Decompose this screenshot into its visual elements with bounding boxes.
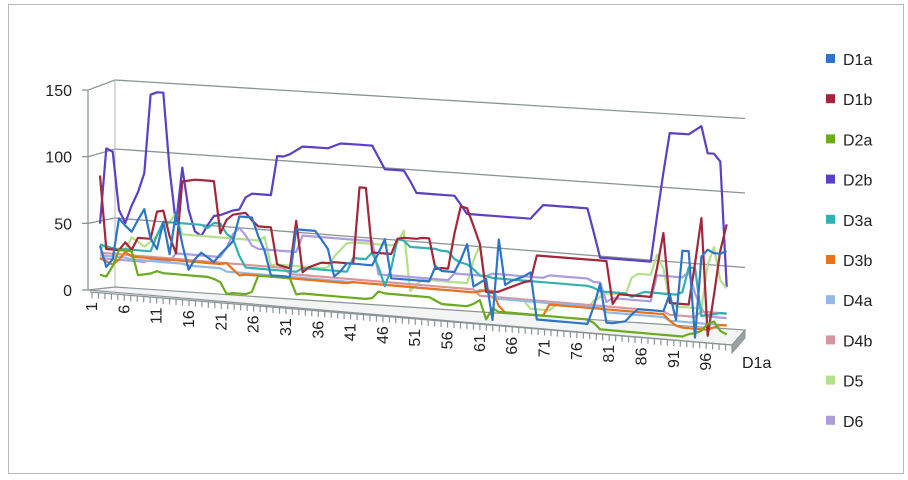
y-tick-label: 0 [63,283,72,300]
legend-swatch-d2b [826,174,835,184]
x-tick-label: 71 [537,339,554,357]
legend-swatch-d1a [826,54,835,63]
series-line-d3a [99,220,727,318]
series-line-d2b [98,91,728,287]
y-tick-label: 50 [54,216,72,233]
legend-label-d1b: D1b [843,92,872,109]
legend-label-d2a: D2a [843,132,872,149]
legend-label-d4a: D4a [843,293,872,310]
legend-label-d1a: D1a [843,52,872,69]
legend-swatch-d2a [826,134,835,144]
x-tick-label: 16 [181,310,198,328]
x-tick-label: 6 [116,305,133,314]
series-line-d1b [98,175,728,337]
legend-swatch-d5 [826,375,835,385]
x-tick-label: 76 [569,342,586,360]
x-tick-label: 31 [278,318,295,336]
series-line-d1a [98,208,728,339]
x-tick-label: 41 [343,323,360,341]
gridline [87,79,746,120]
legend-label-d6: D6 [843,414,864,431]
x-tick-label: 46 [375,326,392,344]
legend-label-d2b: D2b [843,173,872,190]
gridline [87,148,746,194]
series-line-d2a [99,249,728,338]
legend: D1a D1b D2a D2b D3a D3b D4a D4b D5 D6 [826,52,872,431]
y-tick-label: 100 [45,150,72,167]
x-tick-label: 61 [472,334,489,352]
x-tick-label: 36 [310,321,327,339]
series-line-d3b [99,250,727,331]
series-line-d4b [99,251,727,318]
x-tick-label: 91 [666,350,683,368]
legend-label-d3b: D3b [843,253,872,270]
x-tick-label: 1 [84,302,101,311]
chart-frame [8,4,904,474]
y-tick-label: 150 [45,83,72,100]
legend-swatch-d3a [826,214,835,224]
legend-swatch-d4b [826,335,835,345]
x-tick-label: 86 [633,347,650,365]
category-axis [89,291,733,346]
x-tick-label: 56 [440,331,457,349]
series-lines [98,91,728,339]
x-tick-label: 26 [246,315,263,333]
x-tick-label: 66 [504,337,521,355]
series-axis-label: D1a [742,355,771,372]
x-tick-label: 51 [407,329,424,347]
x-tick-label: 21 [213,313,230,331]
legend-swatch-d4a [826,295,835,305]
legend-swatch-d3b [826,255,835,264]
legend-swatch-d1b [826,94,835,104]
legend-label-d4b: D4b [843,333,872,350]
x-tick-label: 11 [149,307,166,324]
legend-swatch-d6 [826,415,835,425]
x-tick-label: 81 [601,345,618,363]
x-tick-label: 96 [698,353,715,371]
legend-label-d5: D5 [843,374,864,391]
legend-label-d3a: D3a [843,213,872,230]
